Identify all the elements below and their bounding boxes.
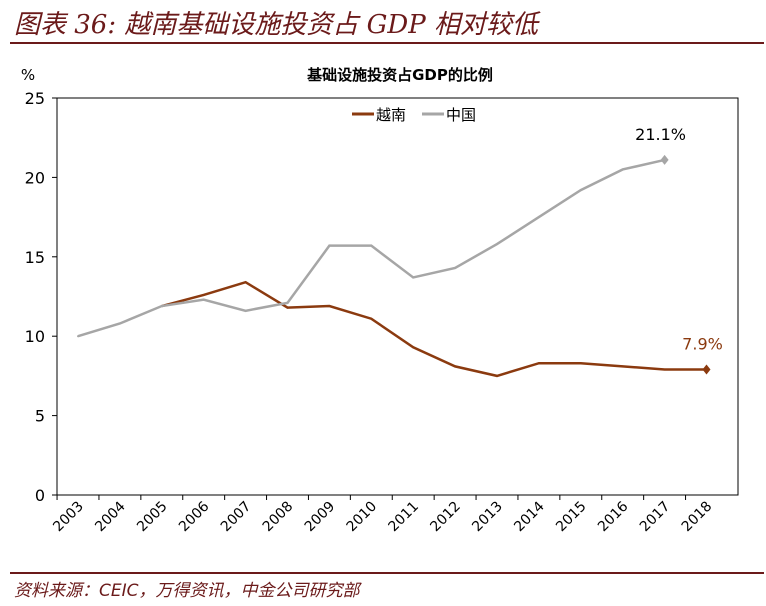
y-tick-label: 5 <box>35 407 45 426</box>
y-tick-label: 15 <box>25 248 45 267</box>
x-tick-label: 2007 <box>218 499 255 536</box>
source-note: 资料来源：CEIC，万得资讯，中金公司研究部 <box>14 581 360 601</box>
footer-divider <box>10 572 764 574</box>
data-point <box>579 362 582 365</box>
y-tick-label: 25 <box>25 89 45 108</box>
data-point <box>412 276 415 279</box>
data-point <box>118 322 121 325</box>
data-point <box>286 301 289 304</box>
data-point <box>537 362 540 365</box>
data-point <box>454 365 457 368</box>
x-tick-label: 2015 <box>553 499 590 536</box>
end-label: 7.9% <box>682 335 723 354</box>
y-tick-label: 0 <box>35 486 45 505</box>
end-marker <box>702 364 711 375</box>
x-tick-label: 2013 <box>469 499 506 536</box>
data-point <box>160 305 163 308</box>
x-tick-label: 2011 <box>386 499 423 536</box>
x-tick-label: 2004 <box>92 498 129 535</box>
figure-title: 图表 36: 越南基础设施投资占 GDP 相对较低 <box>14 10 539 40</box>
y-tick-label: 10 <box>25 327 45 346</box>
end-label: 21.1% <box>635 125 686 144</box>
data-point <box>621 168 624 171</box>
series-line-0 <box>161 280 707 378</box>
data-point <box>496 374 498 377</box>
line-chart: 基础设施投资占GDP的比例% 0 5 10 15 20 25 2003 2004 2005 2006… <box>21 66 739 536</box>
data-point <box>202 293 205 296</box>
chart-title: 基础设施投资占GDP的比例 <box>306 66 493 84</box>
series-line-1 <box>77 158 665 338</box>
plot-frame <box>56 97 739 496</box>
x-tick-label: 2006 <box>176 498 213 535</box>
data-point <box>663 368 666 371</box>
x-tick-label: 2016 <box>595 498 632 535</box>
x-tick-label: 2014 <box>511 498 548 535</box>
data-point <box>454 266 457 269</box>
legend-label: 越南 <box>376 106 406 124</box>
data-point <box>370 244 373 247</box>
data-point <box>244 309 247 312</box>
data-point <box>77 335 79 338</box>
data-point <box>244 281 247 284</box>
data-point <box>496 243 498 246</box>
title-divider <box>10 42 764 44</box>
x-tick-label: 2009 <box>302 499 339 536</box>
x-tick-label: 2012 <box>427 499 464 536</box>
data-point <box>202 298 205 301</box>
x-tick-label: 2010 <box>344 499 381 536</box>
x-tick-label: 2008 <box>260 499 297 536</box>
data-point <box>579 189 582 192</box>
data-point <box>537 216 540 219</box>
data-point <box>328 305 331 308</box>
y-axis-label: % <box>21 66 35 84</box>
data-point <box>328 244 331 247</box>
x-tick-label: 2017 <box>637 499 674 536</box>
data-point <box>286 306 289 309</box>
x-tick-label: 2018 <box>679 499 716 536</box>
end-marker <box>660 154 669 165</box>
data-point <box>621 365 624 368</box>
x-tick-label: 2005 <box>134 499 171 536</box>
data-point <box>370 317 373 320</box>
x-tick-label: 2003 <box>50 499 87 536</box>
legend-label: 中国 <box>446 106 476 124</box>
data-point <box>412 346 415 349</box>
y-tick-label: 20 <box>25 168 45 187</box>
